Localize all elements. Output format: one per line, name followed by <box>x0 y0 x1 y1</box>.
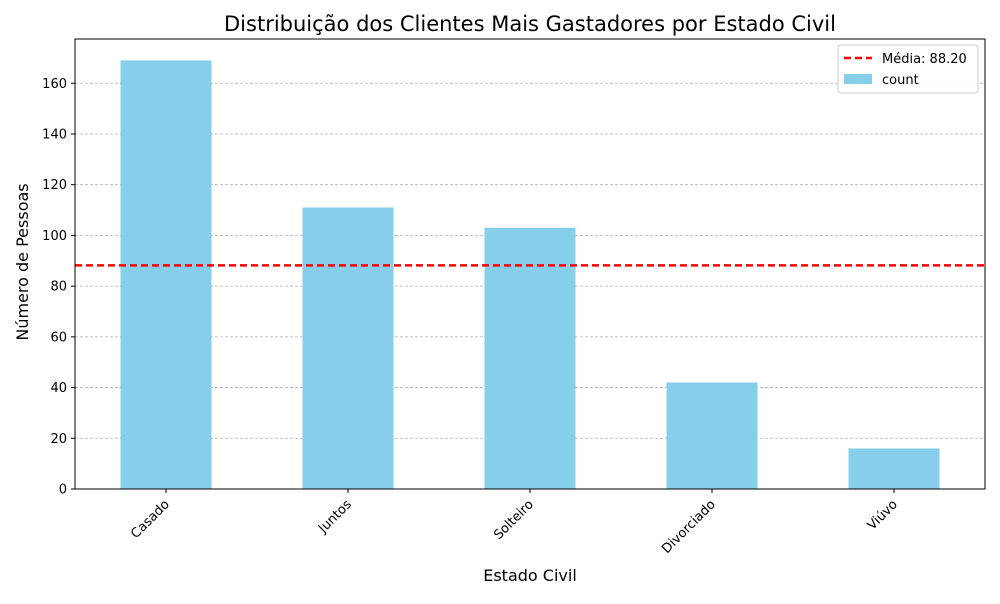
x-axis-ticks: Casado Juntos Solteiro Divorciado Viúvo <box>128 489 901 557</box>
y-tick-label: 60 <box>50 330 67 345</box>
y-tick-label: 140 <box>42 127 67 142</box>
y-tick-label: 100 <box>42 229 67 244</box>
y-tick-label: 40 <box>50 381 67 396</box>
chart-title: Distribuição dos Clientes Mais Gastadore… <box>224 12 836 36</box>
y-axis-ticks: 0 20 40 60 80 100 120 140 160 <box>42 77 75 498</box>
legend-count-label: count <box>882 73 919 88</box>
bar-solteiro <box>484 227 576 489</box>
legend-count-swatch <box>844 74 872 84</box>
y-tick-label: 80 <box>50 280 67 295</box>
y-tick-label: 0 <box>59 483 67 498</box>
y-tick-label: 20 <box>50 432 67 447</box>
legend-box <box>837 44 979 94</box>
x-axis-label: Estado Civil <box>483 566 577 585</box>
legend: Média: 88.20 count <box>837 44 979 94</box>
bar-juntos <box>302 207 394 489</box>
y-axis-label: Número de Pessoas <box>13 183 32 340</box>
x-tick-label: Divorciado <box>659 497 719 557</box>
bars <box>120 60 940 490</box>
x-tick-label: Viúvo <box>865 497 901 533</box>
legend-mean-label: Média: 88.20 <box>882 52 967 67</box>
bar-viúvo <box>848 448 940 489</box>
bar-casado <box>120 60 212 490</box>
bar-divorciado <box>666 382 758 489</box>
x-tick-label: Juntos <box>315 497 355 537</box>
x-tick-label: Casado <box>128 497 173 542</box>
y-tick-label: 160 <box>42 77 67 92</box>
y-tick-label: 120 <box>42 178 67 193</box>
x-tick-label: Solteiro <box>491 497 537 543</box>
